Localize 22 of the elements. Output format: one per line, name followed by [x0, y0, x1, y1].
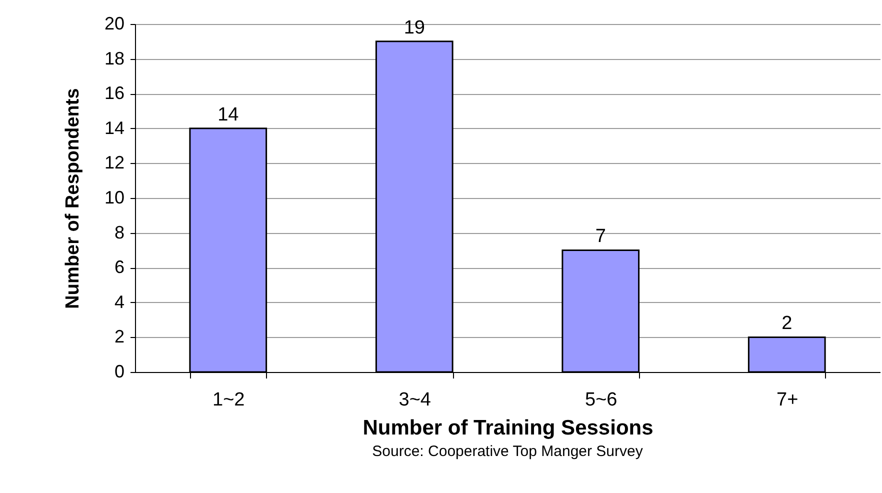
y-tick-label: 20 [104, 14, 124, 34]
data-label: 14 [218, 104, 240, 126]
y-axis-title: Number of Respondents [62, 88, 84, 309]
data-label: 7 [595, 226, 606, 248]
data-label: 19 [404, 17, 425, 38]
y-tick-label: 4 [114, 292, 124, 312]
x-tick-label: 5~6 [585, 390, 618, 410]
y-tick-label: 16 [104, 83, 124, 104]
y-tick-label: 18 [104, 48, 124, 68]
y-tick-label: 0 [114, 362, 124, 382]
y-tick-label: 10 [104, 188, 124, 208]
y-tick-label: 14 [104, 118, 124, 138]
y-tick-label: 8 [114, 222, 124, 242]
x-tick-label: 3~4 [398, 390, 432, 410]
y-tick-label: 6 [114, 257, 124, 278]
x-tick-label: 1~2 [212, 390, 245, 410]
y-tick-label: 12 [104, 152, 124, 173]
x-tick-label: 7+ [776, 390, 798, 410]
x-axis-title: Number of Training Sessions [362, 416, 654, 440]
y-tick-label: 2 [114, 326, 124, 347]
source-note: Source: Cooperative Top Manger Survey [372, 443, 644, 460]
data-label: 2 [782, 313, 792, 334]
